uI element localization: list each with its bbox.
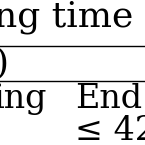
- Text: ing: ing: [0, 83, 48, 115]
- Text: ): ): [0, 47, 8, 81]
- Text: ≤ 42: ≤ 42: [75, 115, 145, 145]
- Text: End: End: [75, 83, 143, 115]
- Text: ng time: ng time: [0, 0, 134, 34]
